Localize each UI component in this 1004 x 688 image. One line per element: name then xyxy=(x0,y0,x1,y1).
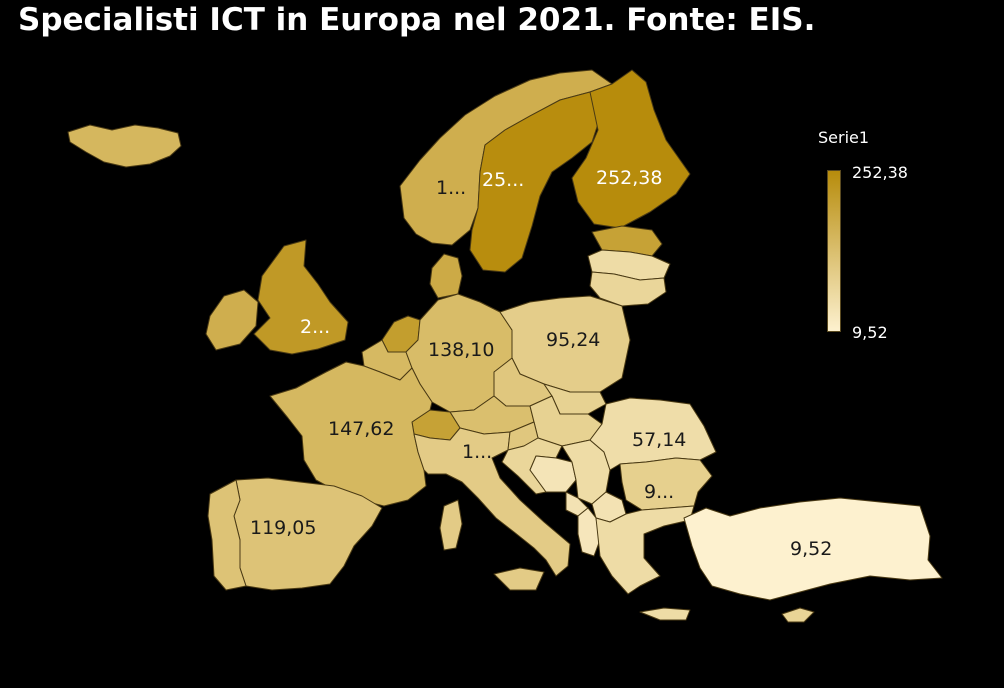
label-poland: 95,24 xyxy=(546,329,600,351)
region-united-kingdom xyxy=(253,239,349,355)
region-bulgaria xyxy=(619,457,713,511)
region-turkey xyxy=(683,497,943,601)
page-title: Specialisti ICT in Europa nel 2021. Font… xyxy=(18,2,816,38)
label-spain: 119,05 xyxy=(250,517,316,539)
region-lithuania xyxy=(589,271,667,307)
region-portugal xyxy=(207,479,247,591)
region-sicily xyxy=(493,567,545,591)
region-albania xyxy=(577,507,601,557)
region-crete xyxy=(639,607,691,621)
label-bulgaria: 9... xyxy=(644,481,674,503)
legend-title: Serie1 xyxy=(818,128,870,147)
label-sweden: 25... xyxy=(482,169,524,191)
region-greece xyxy=(595,505,695,595)
region-italy xyxy=(413,427,571,577)
region-denmark xyxy=(429,253,463,299)
region-ireland xyxy=(205,289,259,351)
region-sweden xyxy=(469,91,601,273)
label-united-kingdom: 2... xyxy=(300,316,330,338)
legend-max-label: 252,38 xyxy=(852,163,908,182)
label-germany: 138,10 xyxy=(428,339,494,361)
label-finland: 252,38 xyxy=(596,167,662,189)
region-cyprus xyxy=(781,607,815,623)
label-italy: 1... xyxy=(462,441,492,463)
region-iceland xyxy=(67,124,182,168)
region-finland xyxy=(571,69,691,229)
label-norway: 1... xyxy=(436,177,466,199)
legend-color-scale xyxy=(827,170,841,332)
region-sardinia xyxy=(439,499,463,551)
legend-min-label: 9,52 xyxy=(852,323,888,342)
label-turkey: 9,52 xyxy=(790,538,832,560)
label-romania: 57,14 xyxy=(632,429,686,451)
label-france: 147,62 xyxy=(328,418,394,440)
